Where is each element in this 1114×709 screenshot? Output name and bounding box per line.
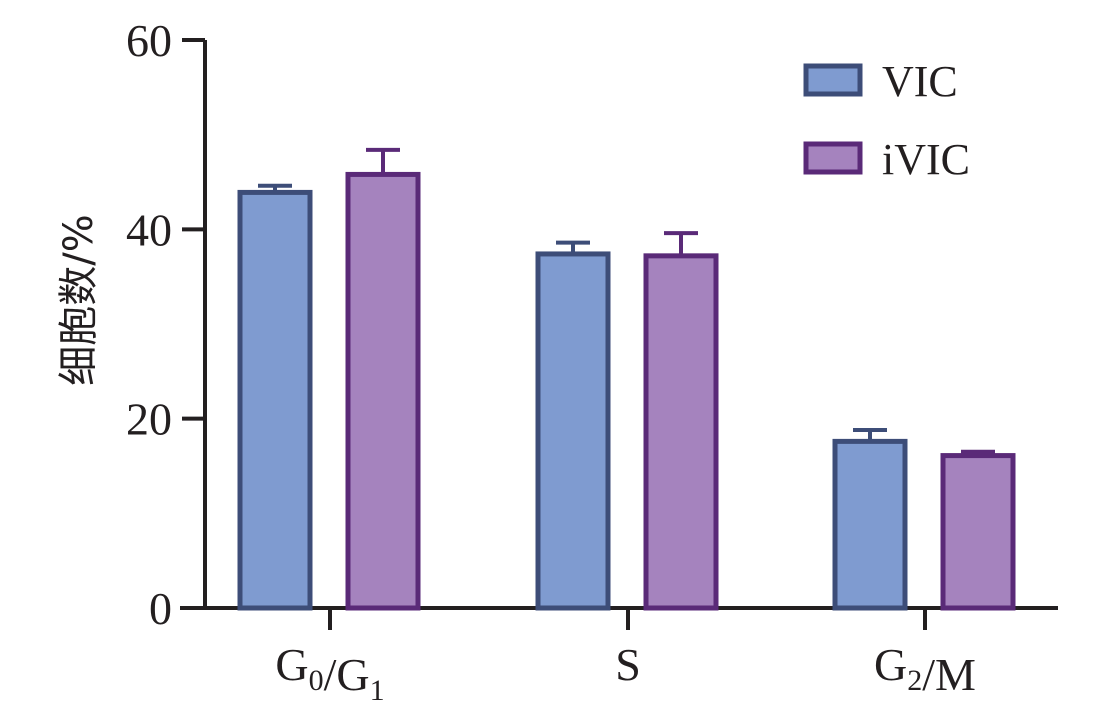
bar-vic (535, 251, 611, 611)
bar-vic (237, 189, 313, 611)
y-tick-label: 0 (149, 583, 172, 634)
y-tick-label: 20 (126, 394, 172, 445)
legend-label: iVIC (882, 135, 970, 184)
legend-swatch (803, 141, 863, 175)
bar-ivic (643, 253, 719, 611)
bar-vic (832, 438, 908, 611)
axes: 0 20 40 60 G0/G1 S G2/M (126, 15, 1058, 707)
x-tick-label: G0/G1 (275, 639, 384, 707)
legend-label: VIC (882, 57, 958, 106)
y-tick-label: 60 (126, 15, 172, 66)
x-tick-label: G2/M (874, 639, 976, 700)
bar-ivic (940, 453, 1016, 611)
y-axis-label: 细胞数/% (56, 214, 102, 385)
legend-swatch (803, 63, 863, 97)
bars (237, 147, 1016, 611)
x-tick-label: S (615, 639, 641, 690)
y-tick-label: 40 (126, 204, 172, 255)
bar-ivic (345, 171, 421, 611)
legend: VIC iVIC (803, 57, 970, 184)
